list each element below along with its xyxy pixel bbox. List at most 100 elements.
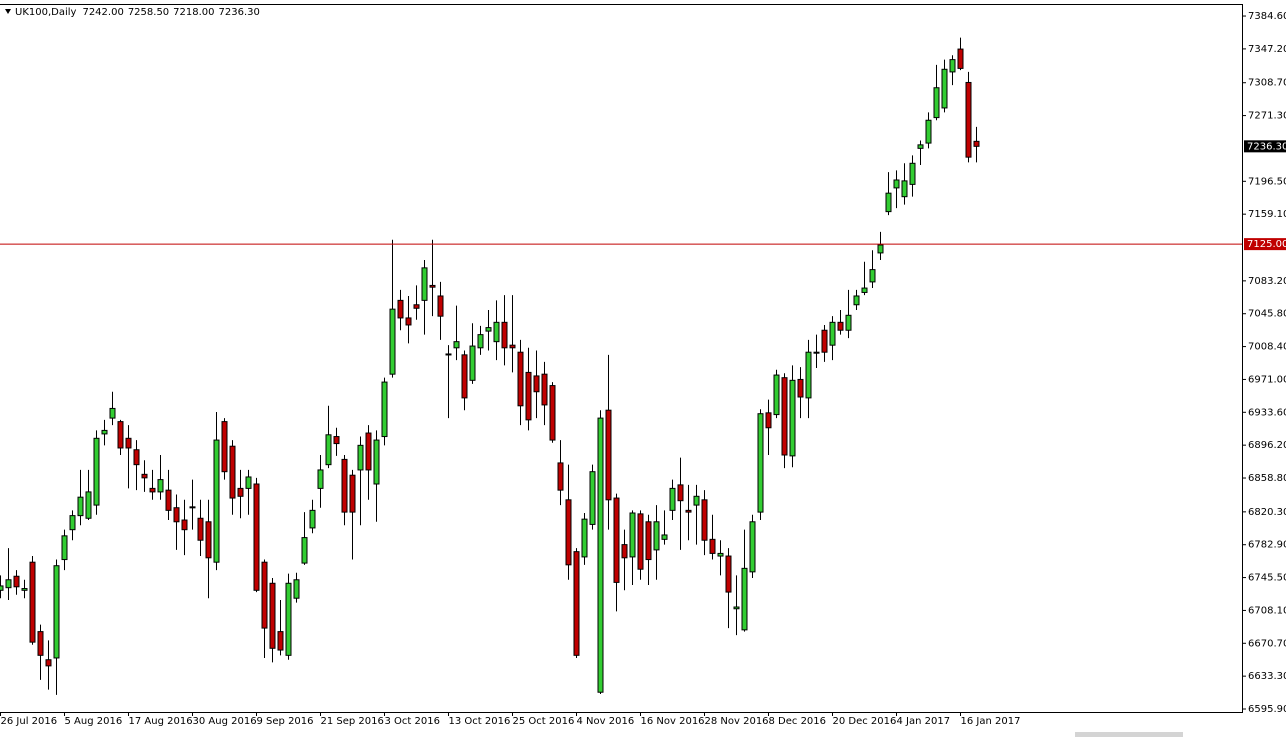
candle-body bbox=[613, 497, 620, 583]
candle-body bbox=[749, 521, 756, 573]
y-tick-label: 7347.20 bbox=[1248, 44, 1286, 55]
candle-body bbox=[429, 284, 436, 288]
x-tick-label: 20 Dec 2016 bbox=[833, 716, 897, 727]
candle-body bbox=[165, 489, 172, 511]
candle-body bbox=[797, 378, 804, 398]
x-tick-label: 17 Aug 2016 bbox=[129, 716, 193, 727]
x-tick-label: 3 Oct 2016 bbox=[385, 716, 440, 727]
x-tick-label: 21 Sep 2016 bbox=[321, 716, 384, 727]
candle-body bbox=[813, 351, 820, 354]
candle-body bbox=[821, 329, 828, 353]
candle-body bbox=[349, 474, 356, 513]
candle-body bbox=[5, 579, 12, 589]
candle-body bbox=[301, 537, 308, 564]
y-tick-label: 6820.30 bbox=[1248, 507, 1286, 518]
y-tick-label: 6670.70 bbox=[1248, 638, 1286, 649]
candle-body bbox=[589, 471, 596, 525]
candle-body bbox=[317, 469, 324, 489]
candle-body bbox=[237, 487, 244, 497]
y-tick-label: 6708.10 bbox=[1248, 605, 1286, 616]
candle-body bbox=[933, 87, 940, 119]
info-low: 7218.00 bbox=[173, 7, 214, 18]
candle-body bbox=[581, 518, 588, 558]
candle-body bbox=[133, 449, 140, 466]
y-tick-label: 6971.00 bbox=[1248, 374, 1286, 385]
x-tick-label: 25 Oct 2016 bbox=[513, 716, 575, 727]
candle-body bbox=[485, 327, 492, 332]
candle-body bbox=[693, 495, 700, 506]
y-tick-label: 6858.80 bbox=[1248, 473, 1286, 484]
candle-body bbox=[629, 512, 636, 558]
candle-body bbox=[845, 314, 852, 331]
candle-body bbox=[645, 521, 652, 561]
x-tick-label: 5 Aug 2016 bbox=[65, 716, 123, 727]
candle-body bbox=[69, 515, 76, 531]
menu-triangle bbox=[5, 9, 11, 14]
candle-body bbox=[173, 507, 180, 523]
candle-body bbox=[61, 535, 68, 561]
candle-body bbox=[125, 437, 132, 449]
y-tick-label: 6933.60 bbox=[1248, 407, 1286, 418]
candle-body bbox=[677, 484, 684, 502]
candle-body bbox=[461, 354, 468, 399]
candle-body bbox=[77, 496, 84, 517]
candle-body bbox=[653, 521, 660, 551]
candle-body bbox=[421, 267, 428, 301]
candle-body bbox=[925, 119, 932, 144]
candle-body bbox=[541, 373, 548, 406]
header: UK100,Daily 7242.00 7258.50 7218.00 7236.30 bbox=[15, 7, 260, 18]
y-tick-label: 6633.30 bbox=[1248, 671, 1286, 682]
candle-body bbox=[293, 579, 300, 599]
candle-body bbox=[309, 509, 316, 529]
candle-body bbox=[957, 48, 964, 69]
candle-body bbox=[381, 381, 388, 438]
candle-body bbox=[829, 321, 836, 346]
candle-body bbox=[333, 436, 340, 445]
x-tick-label: 28 Nov 2016 bbox=[705, 716, 769, 727]
candle-body bbox=[437, 295, 444, 317]
candle-body bbox=[285, 582, 292, 656]
info-open: 7242.00 bbox=[82, 7, 123, 18]
level-label-bg bbox=[1244, 238, 1286, 251]
candle-body bbox=[877, 244, 884, 254]
candle-body bbox=[717, 552, 724, 557]
candle-body bbox=[885, 192, 892, 213]
candle-body bbox=[221, 421, 228, 473]
candle-body bbox=[621, 544, 628, 559]
y-tick-label: 7083.20 bbox=[1248, 276, 1286, 287]
candle-body bbox=[573, 551, 580, 656]
y-tick-label: 7308.70 bbox=[1248, 78, 1286, 89]
candle-body bbox=[53, 565, 60, 659]
x-tick-label: 4 Jan 2017 bbox=[897, 716, 951, 727]
candle-body bbox=[405, 317, 412, 326]
candle-body bbox=[525, 371, 532, 421]
candle-body bbox=[29, 561, 36, 643]
candle-body bbox=[637, 513, 644, 570]
candle-body bbox=[861, 287, 868, 293]
last-price-bg bbox=[1244, 140, 1286, 153]
candle-body bbox=[789, 379, 796, 457]
candle-body bbox=[325, 434, 332, 466]
candle-body bbox=[917, 144, 924, 149]
candle-body bbox=[773, 374, 780, 416]
candle-body bbox=[837, 321, 844, 331]
candle-body bbox=[197, 517, 204, 541]
candle-body bbox=[557, 462, 564, 491]
y-tick-label: 6782.90 bbox=[1248, 540, 1286, 551]
candle-body bbox=[941, 68, 948, 109]
candle-body bbox=[661, 534, 668, 540]
candle-body bbox=[21, 588, 28, 591]
candle-body bbox=[477, 334, 484, 349]
candle-body bbox=[893, 179, 900, 189]
x-tick-label: 30 Aug 2016 bbox=[193, 716, 257, 727]
x-tick-label: 8 Dec 2016 bbox=[769, 716, 827, 727]
candle-body bbox=[701, 499, 708, 541]
info-high: 7258.50 bbox=[128, 7, 169, 18]
candle-body bbox=[549, 385, 556, 441]
y-tick-label: 6595.90 bbox=[1248, 704, 1286, 715]
candle-body bbox=[709, 538, 716, 554]
x-tick-label: 13 Oct 2016 bbox=[449, 716, 511, 727]
candle-body bbox=[597, 417, 604, 693]
x-tick-label: 9 Sep 2016 bbox=[257, 716, 314, 727]
